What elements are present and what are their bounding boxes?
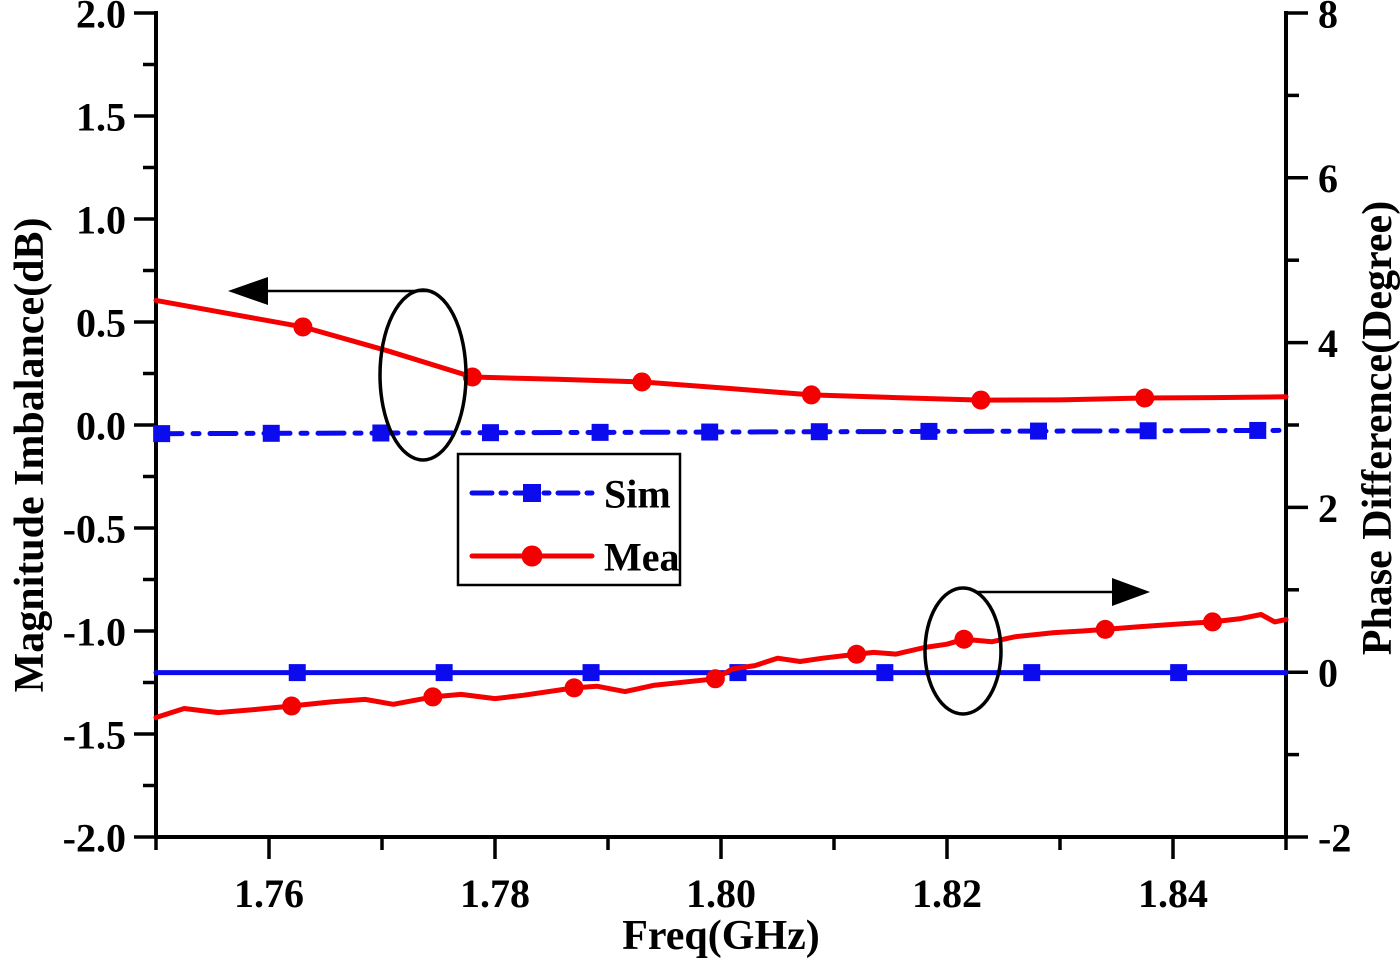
- left-tick-label: -0.5: [63, 506, 126, 551]
- x-tick-label: 1.80: [686, 871, 756, 916]
- sim-magnitude-marker: [591, 423, 609, 441]
- mea-magnitude-marker: [632, 372, 652, 392]
- legend: Sim Mea: [456, 452, 682, 587]
- left-tick-label: -2.0: [63, 815, 126, 860]
- sim-phase-marker: [435, 664, 453, 682]
- sim-magnitude-marker: [262, 424, 280, 442]
- left-tick-label: 0.5: [76, 300, 126, 345]
- sim-magnitude-marker: [481, 424, 499, 442]
- mea-phase-marker: [954, 629, 974, 649]
- left-tick-label: -1.0: [63, 609, 126, 654]
- points-to-right-axis-arrow-head: [1112, 578, 1150, 606]
- sim-phase-marker: [288, 664, 306, 682]
- right-tick-label: 0: [1318, 651, 1338, 696]
- sim-magnitude-line: [153, 427, 1289, 437]
- sim-phase-marker: [1170, 664, 1188, 682]
- left-tick-label: 1.0: [76, 197, 126, 242]
- right-tick-label: 2: [1318, 486, 1338, 531]
- mea-phase-series: [153, 612, 1289, 720]
- x-axis-ticks: 1.76 1.78 1.80 1.82 1.84: [154, 837, 1288, 916]
- mea-phase-marker: [1095, 619, 1115, 639]
- left-axis-ticks: 2.0 1.5 1.0 0.5 0.0 -0.5 -1.0 -1.5 -2.0: [63, 0, 156, 860]
- sim-magnitude-marker: [1139, 422, 1157, 440]
- y-axis-title-left: Magnitude Imbalance(dB): [7, 217, 53, 693]
- mea-phase-marker: [564, 678, 584, 698]
- legend-sim-marker: [523, 484, 541, 502]
- mea-phase-line: [153, 612, 1289, 720]
- left-tick-label: 2.0: [76, 0, 126, 36]
- left-tick-label: 0.0: [76, 403, 126, 448]
- mea-magnitude-line: [153, 297, 1289, 403]
- left-tick-label: 1.5: [76, 94, 126, 139]
- x-tick-label: 1.82: [912, 871, 982, 916]
- right-tick-label: -2: [1318, 815, 1351, 860]
- sim-magnitude-marker: [153, 425, 171, 443]
- mea-magnitude-marker: [801, 385, 821, 405]
- right-axis-ticks: 8 6 4 2 0 -2: [1286, 0, 1351, 860]
- x-tick-label: 1.76: [234, 871, 304, 916]
- phase-group-ellipse: [923, 586, 1003, 716]
- mea-phase-marker: [705, 669, 725, 689]
- right-tick-label: 4: [1318, 321, 1338, 366]
- sim-magnitude-marker: [810, 423, 828, 441]
- sim-phase-marker: [582, 664, 600, 682]
- mea-magnitude-series: [153, 297, 1289, 410]
- mea-phase-marker: [847, 644, 867, 664]
- sim-magnitude-marker: [1030, 422, 1048, 440]
- x-tick-label: 1.84: [1138, 871, 1208, 916]
- mea-magnitude-marker: [293, 317, 313, 337]
- mea-magnitude-marker: [1135, 388, 1155, 408]
- x-axis-title: Freq(GHz): [622, 913, 820, 959]
- annotations: [228, 277, 1150, 716]
- mea-phase-marker: [1203, 612, 1223, 632]
- mea-phase-marker: [282, 696, 302, 716]
- legend-mea-marker: [521, 545, 543, 567]
- sim-magnitude-marker: [372, 424, 390, 442]
- left-tick-label: -1.5: [63, 712, 126, 757]
- x-tick-label: 1.78: [460, 871, 530, 916]
- magnitude-group-ellipse: [378, 288, 468, 462]
- legend-sim-label: Sim: [604, 471, 671, 516]
- right-tick-label: 6: [1318, 156, 1338, 201]
- right-tick-label: 8: [1318, 0, 1338, 36]
- sim-magnitude-marker: [701, 423, 719, 441]
- mea-magnitude-marker: [971, 390, 991, 410]
- sim-phase-marker: [1023, 664, 1041, 682]
- sim-phase-marker: [876, 664, 894, 682]
- legend-box: [456, 452, 682, 587]
- sim-magnitude-marker: [1249, 421, 1267, 439]
- y-axis-title-right: Phase Difference(Degree): [1355, 200, 1400, 656]
- points-to-left-axis-arrow-head: [228, 277, 268, 305]
- sim-magnitude-series: [153, 421, 1289, 443]
- mea-phase-marker: [423, 687, 443, 707]
- legend-mea-label: Mea: [604, 534, 680, 579]
- sim-magnitude-marker: [920, 422, 938, 440]
- axes: [154, 11, 1288, 839]
